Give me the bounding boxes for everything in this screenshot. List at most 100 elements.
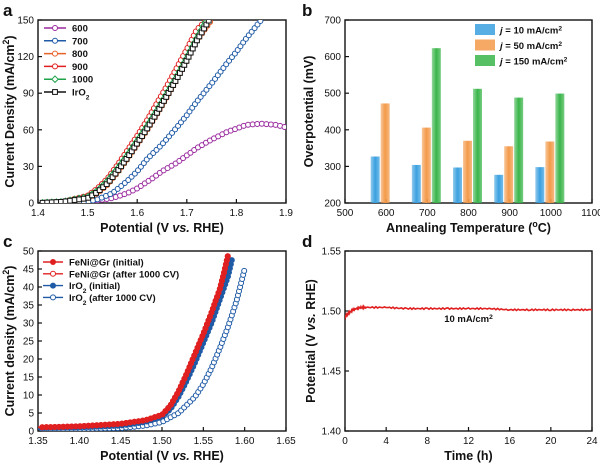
text-segment: 2 (489, 313, 493, 320)
bar (421, 127, 431, 203)
panel-d: 0 4 8 12 16 20 24 1.40 1.45 1.50 1.55 Time (h) Poten… (302, 232, 598, 463)
text-segment: Potential (V (304, 331, 318, 403)
x-tick-label: 1.4 (31, 208, 45, 219)
legend-label: 1000 (72, 75, 93, 86)
y-tick-label: 20 (23, 355, 35, 366)
data-point (48, 199, 55, 203)
data-point (39, 199, 46, 203)
x-axis-title: Annealing Temperature (oC) (386, 219, 551, 235)
data-point (96, 187, 103, 194)
x-tick-label: 1.9 (279, 208, 293, 219)
text-segment: IrO (72, 88, 86, 99)
x-tick-label: 600 (378, 208, 395, 219)
data-point (228, 257, 235, 264)
y-tick-label: 500 (324, 89, 341, 100)
text-segment: o (532, 219, 537, 229)
x-tick-label: 1.55 (194, 436, 214, 447)
text-segment: 1000 (72, 75, 93, 86)
text-segment: 2 (558, 41, 562, 48)
text-segment: ) (3, 266, 17, 270)
y-tick-label: 50 (23, 247, 35, 258)
text-segment: Potential (V (100, 449, 172, 463)
bar (453, 167, 462, 203)
data-point (241, 267, 248, 274)
data-point (205, 20, 212, 24)
x-tick-label: 8 (425, 436, 431, 447)
y-tick-label: 1.50 (322, 307, 342, 318)
x-tick-label: 1.7 (180, 208, 194, 219)
x-tick-label: 20 (545, 436, 557, 447)
y-tick-label: 30 (23, 319, 35, 330)
data-point (44, 199, 51, 203)
y-tick-label: 400 (324, 125, 341, 136)
data-point (52, 50, 58, 57)
y-tick-label: 0 (28, 427, 34, 438)
y-tick-label: 45 (23, 265, 35, 276)
text-segment: Annealing Temperature ( (386, 221, 533, 235)
text-segment: C) (538, 221, 551, 235)
y-tick-label: 60 (23, 125, 35, 136)
data-point (100, 184, 107, 191)
bar (514, 97, 524, 203)
plot-frame (37, 19, 287, 204)
x-tick-label: 12 (463, 436, 475, 447)
legend-label: 800 (72, 49, 88, 60)
x-axis-title: Potential (V vs. RHE) (100, 221, 224, 235)
x-tick-label: 1.65 (276, 436, 296, 447)
text-segment: Time (h) (444, 449, 492, 463)
text-segment: (after 1000 CV) (86, 293, 155, 304)
bar (555, 93, 565, 203)
data-point (50, 294, 56, 301)
bar (380, 103, 390, 203)
data-point (50, 259, 56, 265)
data-point (50, 282, 56, 289)
legend-label: j = 10 mA/cm2 (498, 25, 562, 37)
x-tick-label: 24 (586, 436, 598, 447)
legend-label: j = 50 mA/cm2 (498, 41, 562, 53)
legend-swatch (475, 24, 495, 35)
x-tick-label: 1.60 (235, 436, 255, 447)
text-segment: = 10 mA/cm (503, 26, 559, 37)
y-tick-label: 40 (23, 283, 35, 294)
legend-swatch (475, 39, 495, 51)
y-axis-title: Overpotential (mV) (302, 56, 316, 168)
y-tick-label: 30 (23, 162, 35, 173)
text-segment: RHE) (190, 221, 224, 235)
y-tick-label: 90 (23, 89, 35, 100)
legend-label: IrO2 (72, 88, 90, 102)
y-tick-label: 10 (23, 391, 35, 402)
bar (545, 141, 555, 203)
text-segment: FeNi@Gr (after 1000 CV) (69, 269, 179, 280)
y-tick-label: 1.55 (322, 247, 342, 258)
y-tick-label: 600 (324, 52, 341, 63)
text-segment: ) (3, 35, 17, 39)
text-segment: Current Density (mA/cm (3, 44, 17, 187)
y-tick-label: 35 (23, 301, 35, 312)
bar (473, 88, 482, 203)
x-tick-label: 0 (342, 436, 348, 447)
data-point (52, 63, 58, 70)
series-line (38, 20, 208, 203)
data-point (103, 181, 110, 188)
text-segment: j (498, 26, 503, 37)
legend-label: FeNi@Gr (initial) (69, 258, 144, 269)
text-segment: Overpotential (mV) (302, 56, 316, 168)
x-tick-label: 1.5 (81, 208, 95, 219)
x-tick-label: 1.8 (229, 208, 243, 219)
x-tick-label: 1.35 (28, 436, 48, 447)
text-segment: (initial) (86, 281, 120, 292)
y-tick-label: 1.45 (322, 367, 342, 378)
data-point (52, 89, 58, 95)
data-point (224, 253, 231, 260)
x-tick-label: 4 (383, 436, 389, 447)
text-segment: vs. (304, 313, 318, 330)
text-segment: 2 (83, 299, 87, 306)
bar (504, 146, 514, 203)
panel-letter: d (302, 232, 312, 251)
text-segment: 900 (72, 62, 88, 73)
legend-label: 900 (72, 62, 88, 73)
text-segment: Potential (V (100, 221, 172, 235)
x-tick-label: 700 (419, 208, 436, 219)
x-axis-title: Time (h) (444, 449, 492, 463)
